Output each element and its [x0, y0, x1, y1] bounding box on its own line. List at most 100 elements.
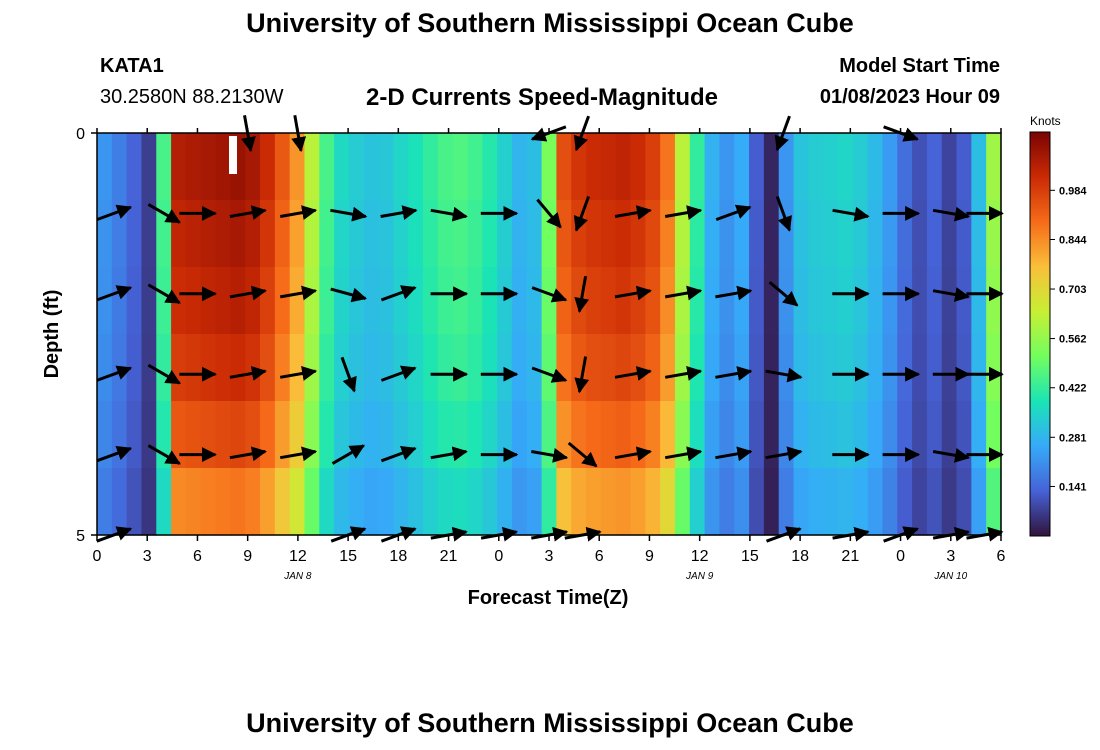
- heatmap-cell: [423, 334, 439, 402]
- heatmap-cell: [482, 267, 498, 335]
- heatmap-cell: [245, 334, 261, 402]
- heatmap-cell: [289, 133, 306, 201]
- heatmap-cell: [541, 133, 558, 201]
- current-vector: [574, 356, 590, 394]
- heatmap-cell: [334, 200, 350, 268]
- heatmap-cell: [941, 267, 958, 335]
- date-label: JAN 10: [933, 571, 967, 582]
- heatmap-cell: [749, 334, 765, 402]
- heatmap-cell: [541, 334, 558, 402]
- current-vector: [279, 205, 318, 221]
- heatmap-cell: [719, 401, 735, 469]
- colorbar-tick-label: 0.562: [1059, 334, 1087, 346]
- heatmap-cell: [600, 401, 617, 469]
- heatmap-cell: [956, 133, 972, 201]
- heatmap-cell: [452, 334, 469, 402]
- current-vector: [531, 286, 568, 303]
- current-vector: [531, 447, 569, 463]
- heatmap-cell: [511, 267, 528, 335]
- heatmap-cell: [378, 334, 394, 402]
- current-vector: [614, 366, 652, 381]
- heatmap-cell: [882, 267, 898, 335]
- heatmap-cell: [437, 200, 454, 268]
- heatmap-cell: [808, 200, 824, 268]
- heatmap-cell: [586, 334, 602, 402]
- heatmap-cell: [452, 401, 469, 469]
- heatmap-cell: [319, 267, 335, 335]
- current-vector: [147, 203, 181, 224]
- heatmap-cell: [852, 200, 869, 268]
- heatmap-cell: [971, 267, 987, 335]
- current-vector: [340, 356, 357, 393]
- heatmap-cell: [319, 468, 335, 536]
- heatmap-cell: [734, 334, 750, 402]
- heatmap-cell: [274, 468, 291, 536]
- heatmap-cell: [704, 468, 721, 536]
- heatmap-cell: [897, 133, 913, 201]
- heatmap-cell: [408, 133, 424, 201]
- heatmap-cell: [541, 267, 558, 335]
- heatmap-cell: [452, 200, 469, 268]
- current-vector: [279, 285, 318, 301]
- heatmap-cell: [304, 468, 320, 536]
- heatmap-cell: [852, 401, 869, 469]
- current-vector: [567, 441, 598, 468]
- heatmap-cell: [304, 334, 320, 402]
- heatmap-cell: [156, 133, 172, 201]
- heatmap-cell: [971, 401, 987, 469]
- heatmap-cell: [912, 267, 928, 335]
- heatmap-cell: [274, 401, 291, 469]
- heatmap-cell: [304, 401, 320, 469]
- heatmap-cell: [734, 468, 750, 536]
- heatmap-cell: [926, 334, 943, 402]
- date-label: JAN 8: [283, 571, 312, 582]
- heatmap-cell: [763, 334, 780, 402]
- heatmap-cell: [363, 401, 380, 469]
- heatmap-cell: [423, 133, 439, 201]
- heatmap-cell: [111, 468, 128, 536]
- heatmap-cell: [526, 133, 543, 201]
- heatmap-cell: [852, 334, 869, 402]
- colorbar-tick-label: 0.703: [1059, 284, 1087, 296]
- heatmap-cell: [645, 401, 661, 469]
- heatmap-cell: [526, 267, 543, 335]
- heatmap-cell: [926, 401, 943, 469]
- current-vector: [279, 366, 318, 381]
- heatmap-cell: [126, 200, 143, 268]
- heatmap-cell: [393, 133, 409, 201]
- current-vector: [832, 206, 870, 222]
- current-vector: [380, 205, 418, 221]
- heatmap-cell: [363, 200, 380, 268]
- x-tick-label: 18: [791, 548, 809, 565]
- current-vector: [932, 287, 970, 302]
- heatmap-cell: [556, 133, 572, 201]
- heatmap-cell: [615, 334, 632, 402]
- current-vector: [147, 363, 181, 385]
- heatmap-cell: [541, 401, 558, 469]
- heatmap-cell: [334, 267, 350, 335]
- heatmap-cell: [111, 334, 128, 402]
- heatmap-cell: [200, 468, 217, 536]
- heatmap-cell: [956, 267, 972, 335]
- heatmap-cell: [97, 401, 113, 469]
- station-coordinates: 30.2580N 88.2130W: [100, 86, 284, 108]
- x-axis-label: Forecast Time(Z): [468, 587, 629, 609]
- station-id: KATA1: [100, 55, 164, 77]
- heatmap-cell: [630, 334, 646, 402]
- heatmap-cell: [823, 200, 839, 268]
- heatmap-cell: [867, 334, 884, 402]
- heatmap-cell: [482, 133, 498, 201]
- heatmap-cell: [97, 468, 113, 536]
- heatmap-cell: [837, 267, 854, 335]
- heatmap-cell: [897, 267, 913, 335]
- heatmap-cell: [882, 200, 898, 268]
- current-vector: [664, 205, 703, 221]
- current-vector: [932, 206, 970, 222]
- heatmap-cell: [526, 200, 543, 268]
- heatmap-cell: [348, 468, 365, 536]
- heatmap-cell: [793, 468, 809, 536]
- x-tick-label: 0: [494, 548, 503, 565]
- heatmap-cell: [230, 401, 246, 469]
- heatmap-cell: [319, 133, 335, 201]
- heatmap-cell: [778, 401, 795, 469]
